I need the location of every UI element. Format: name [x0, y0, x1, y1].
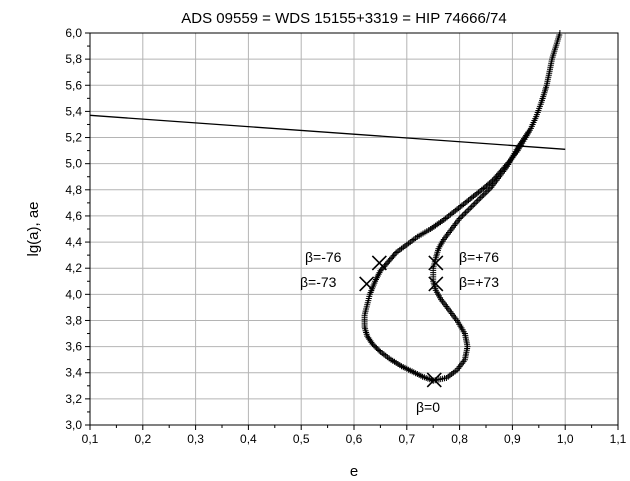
label-beta-plus-73: β=+73: [459, 274, 499, 290]
chart-title: ADS 09559 = WDS 15155+3319 = HIP 74666/7…: [181, 10, 506, 27]
y-tick-label: 3,6: [65, 340, 82, 354]
x-tick-label: 0,2: [134, 432, 151, 446]
y-tick-label: 6,0: [65, 26, 82, 40]
x-tick-label: 1,0: [557, 432, 574, 446]
x-ticks: 0,1 0,2 0,3 0,4 0,5 0,6 0,7 0,8 0,9 1,0 1,1: [82, 425, 627, 446]
special-point-labels: β=-76 β=-73 β=+76 β=+73 β=0: [300, 249, 499, 415]
y-tick-label: 5,4: [65, 104, 82, 118]
y-tick-label: 5,8: [65, 52, 82, 66]
special-point-2: [428, 255, 444, 271]
y-tick-label: 5,2: [65, 131, 82, 145]
special-point-3: [428, 276, 444, 292]
y-axis-label: lg(a), ae: [25, 201, 42, 256]
y-tick-label: 5,0: [65, 157, 82, 171]
label-beta-plus-76: β=+76: [459, 249, 499, 265]
straight-line-series: [89, 114, 566, 150]
y-tick-label: 3,2: [65, 392, 82, 406]
x-tick-label: 0,9: [504, 432, 521, 446]
label-beta-minus-76: β=-76: [305, 249, 342, 265]
x-tick-label: 0,8: [451, 432, 468, 446]
x-tick-label: 1,1: [610, 432, 627, 446]
x-tick-label: 0,3: [187, 432, 204, 446]
y-tick-label: 4,4: [65, 235, 82, 249]
y-tick-label: 3,4: [65, 366, 82, 380]
special-point-0: [371, 255, 387, 271]
y-tick-label: 5,6: [65, 78, 82, 92]
y-tick-label: 4,6: [65, 209, 82, 223]
curve-series: [361, 30, 563, 384]
special-points: [359, 255, 444, 388]
special-point-4: [426, 372, 442, 388]
x-tick-label: 0,4: [240, 432, 257, 446]
x-tick-label: 0,5: [293, 432, 310, 446]
y-tick-label: 3,8: [65, 313, 82, 327]
y-tick-label: 4,2: [65, 261, 82, 275]
label-beta-minus-73: β=-73: [300, 274, 337, 290]
x-tick-label: 0,7: [398, 432, 415, 446]
x-axis-label: e: [350, 463, 358, 480]
x-tick-label: 0,1: [82, 432, 99, 446]
y-tick-label: 4,8: [65, 183, 82, 197]
label-beta-zero: β=0: [416, 399, 440, 415]
x-tick-label: 0,6: [346, 432, 363, 446]
special-point-1: [359, 276, 375, 292]
series-line: [89, 114, 566, 150]
y-tick-label: 3,0: [65, 418, 82, 432]
grid: [90, 33, 618, 425]
y-ticks: 3,0 3,2 3,4 3,6 3,8 4,0 4,2 4,4 4,6 4,8 5,0 5,2 5,4 5…: [65, 26, 90, 432]
y-tick-label: 4,0: [65, 287, 82, 301]
